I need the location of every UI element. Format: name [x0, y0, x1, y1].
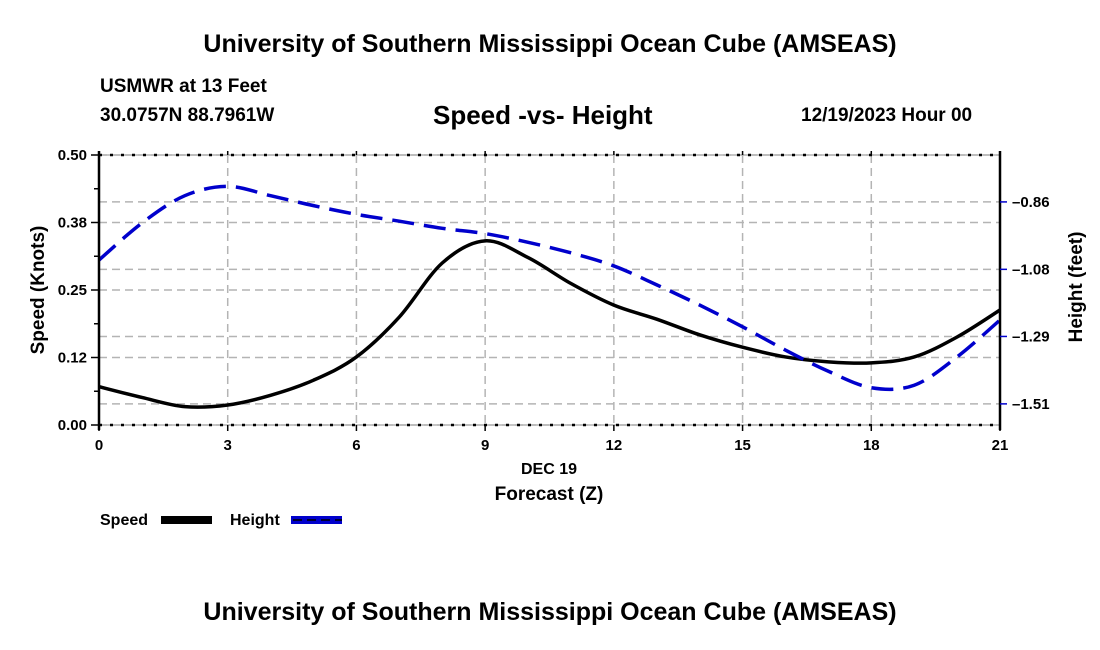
axes [91, 151, 1007, 431]
forecast-datetime: 12/19/2023 Hour 00 [801, 105, 973, 126]
y-tick-label: 0.12 [58, 350, 87, 367]
legend-swatch-height [291, 516, 342, 524]
x-axis-sublabel: DEC 19 [521, 461, 577, 478]
x-tick-label: 9 [481, 437, 489, 454]
y2-axis-title: Height (feet) [1066, 232, 1087, 343]
y-axis-title: Speed (Knots) [28, 226, 49, 355]
legend-label-height: Height [230, 512, 280, 529]
station-label: USMWR at 13 Feet [100, 76, 267, 97]
coordinates-label: 30.0757N 88.7961W [100, 105, 275, 126]
series-line-speed [98, 239, 1001, 409]
y-tick-label: 0.50 [58, 147, 87, 164]
x-tick-label: 18 [863, 437, 880, 454]
x-tick-label: 0 [95, 437, 103, 454]
page-title: University of Southern Mississippi Ocean… [203, 30, 897, 58]
y-tick-label: 0.38 [58, 215, 87, 232]
chart-title: Speed -vs- Height [433, 100, 653, 130]
series-lines [97, 184, 1002, 409]
x-tick-label: 12 [606, 437, 623, 454]
x-tick-label: 3 [224, 437, 232, 454]
tick-labels: 0 3 6 9 12 15 18 21 0.00 0.12 0.25 0.38 0.50 –0.86 –1.… [58, 147, 1050, 454]
footer-title: University of Southern Mississippi Ocean… [203, 598, 897, 626]
x-axis-title: Forecast (Z) [495, 484, 604, 505]
legend: Speed Height [100, 512, 342, 529]
series-line-height [97, 184, 1002, 392]
grid-lines [99, 154, 1000, 426]
y-tick-label: 0.25 [58, 282, 87, 299]
y2-tick-label: –1.29 [1012, 328, 1050, 345]
x-tick-label: 21 [992, 437, 1009, 454]
y2-tick-label: –1.08 [1012, 261, 1050, 278]
y2-tick-label: –0.86 [1012, 194, 1050, 211]
legend-label-speed: Speed [100, 512, 148, 529]
x-tick-label: 15 [734, 437, 751, 454]
y-tick-label: 0.00 [58, 417, 87, 434]
legend-swatch-speed [161, 516, 212, 524]
y2-tick-label: –1.51 [1012, 396, 1050, 413]
x-tick-label: 6 [352, 437, 360, 454]
